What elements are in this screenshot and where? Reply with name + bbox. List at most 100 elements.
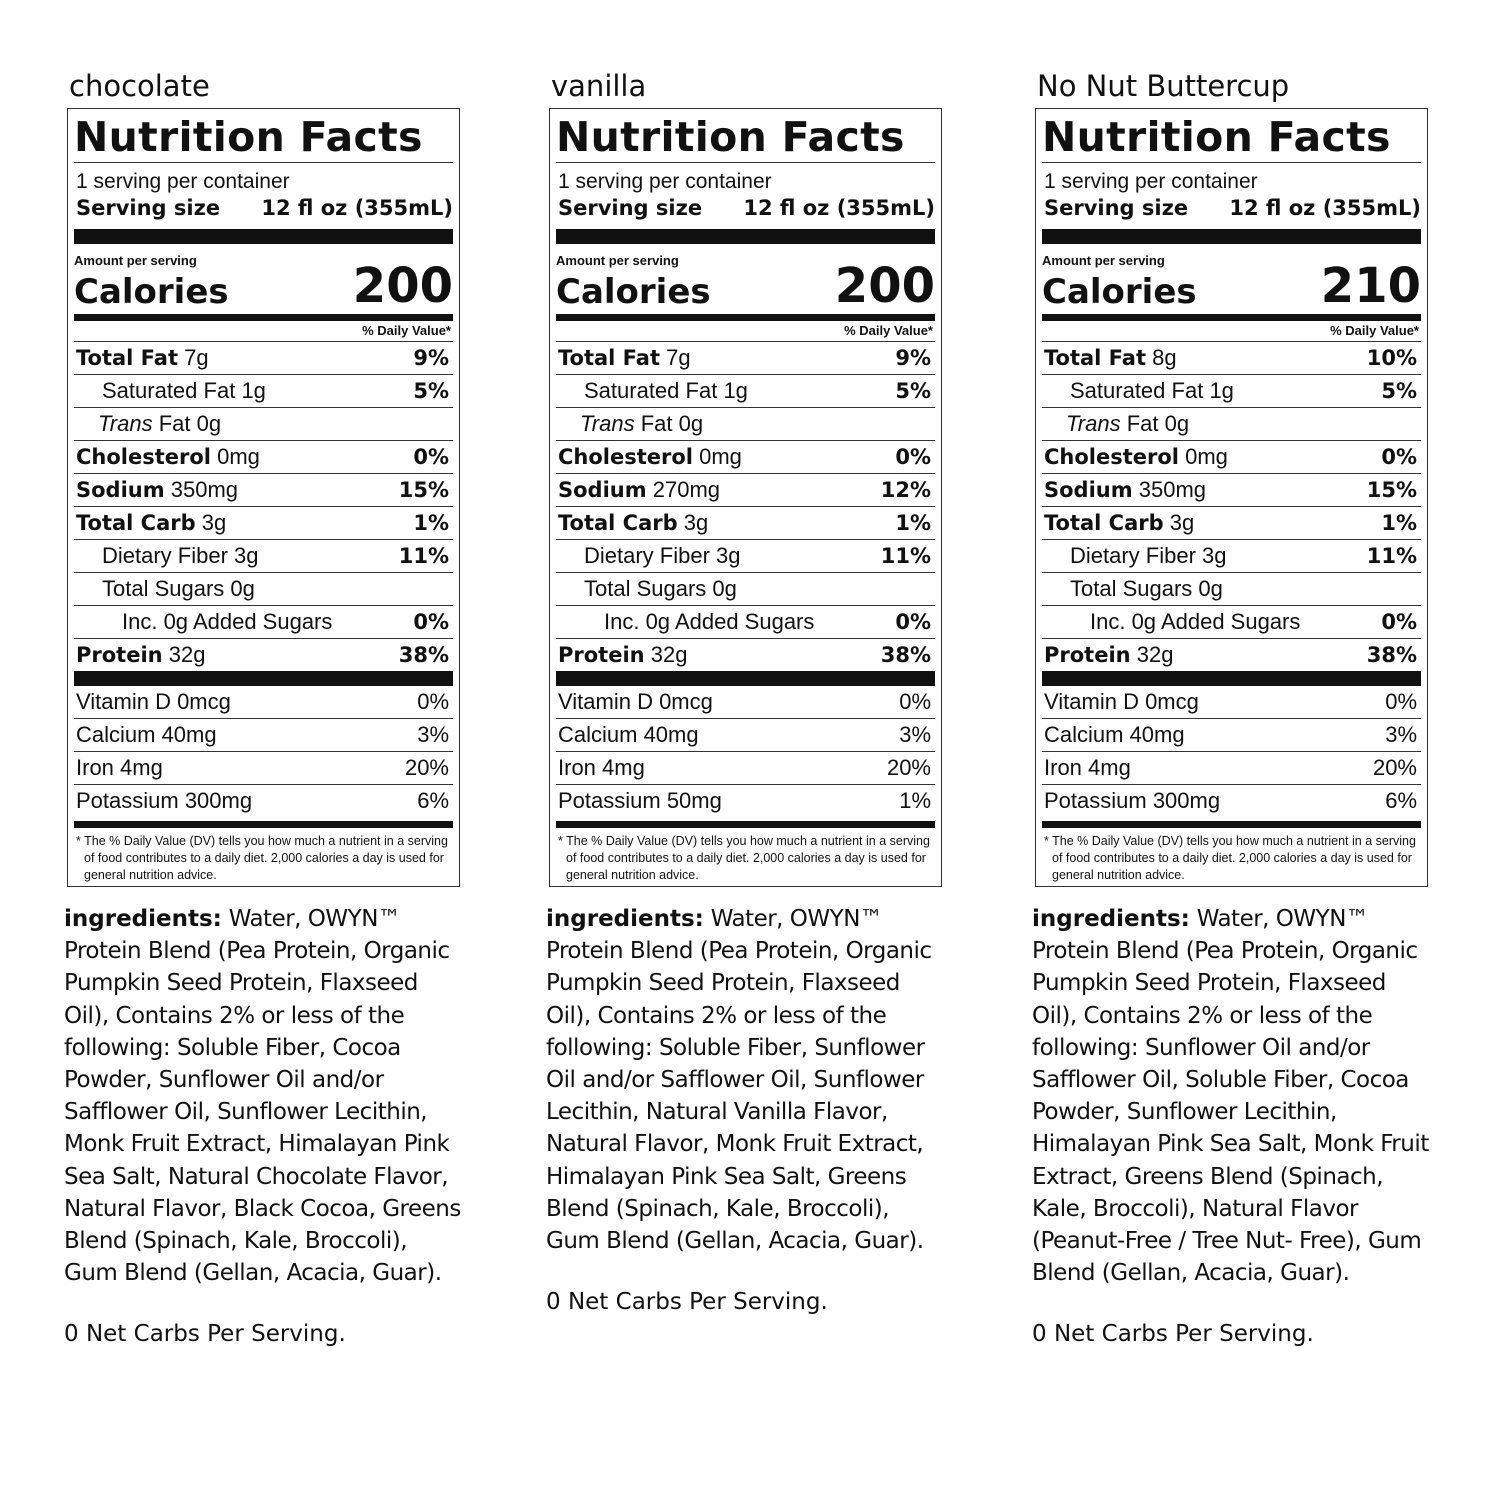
nutrient-amount: 3g — [1169, 510, 1195, 535]
nutrient-name: Fat — [640, 411, 673, 436]
nutrient-label: Sodium 350mg — [1044, 477, 1206, 503]
nutrient-name: Saturated Fat — [1070, 378, 1204, 403]
serving-size-label: Serving size — [1044, 196, 1189, 220]
nutrient-label: Total Sugars 0g — [76, 576, 255, 602]
nutrient-name: Dietary Fiber — [584, 543, 710, 568]
nutrient-row: Sodium 270mg 12% — [556, 473, 935, 506]
vitamin-row: Iron 4mg 20% — [74, 751, 453, 784]
nutrient-name: Total Carb — [1044, 511, 1164, 535]
vitamin-row: Iron 4mg 20% — [1042, 751, 1421, 784]
nutrient-label: Dietary Fiber 3g — [558, 543, 741, 569]
nutrient-name: Total Fat — [76, 346, 179, 370]
nutrient-row: Saturated Fat 1g 5% — [1042, 374, 1421, 407]
ingredients-text: Water, OWYN™ Protein Blend (Pea Protein,… — [64, 906, 461, 1287]
vitamin-row: Vitamin D 0mcg 0% — [74, 686, 453, 718]
nutrient-row: Total Fat 7g 9% — [556, 342, 935, 374]
nutrient-name: Total Fat — [1044, 346, 1147, 370]
ingredients-text: Water, OWYN™ Protein Blend (Pea Protein,… — [546, 906, 932, 1255]
vitamin-label: Calcium 40mg — [558, 722, 699, 747]
vitamin-row: Iron 4mg 20% — [556, 751, 935, 784]
vitamin-dv: 0% — [899, 689, 931, 714]
daily-value: 0% — [1381, 445, 1417, 469]
nutrient-row: Total Sugars 0g — [1042, 572, 1421, 605]
nutrient-name: Total Sugars — [102, 576, 225, 601]
vitamin-label: Iron 4mg — [558, 755, 645, 780]
nutrient-row: Cholesterol 0mg 0% — [74, 440, 453, 473]
thick-bar — [74, 671, 453, 686]
nutrient-row: Protein 32g 38% — [74, 638, 453, 671]
vitamin-rows: Vitamin D 0mcg 0% Calcium 40mg 3% Iron 4mg 20… — [74, 686, 453, 817]
serving-size-value: 12 fl oz (355mL) — [743, 196, 935, 220]
daily-value: 9% — [895, 346, 931, 370]
nutrient-amount: 3g — [234, 543, 259, 568]
calories: Calories 200 — [74, 262, 453, 310]
vitamin-dv: 20% — [1372, 755, 1417, 780]
nutrient-label: Dietary Fiber 3g — [1044, 543, 1227, 569]
nutrient-label: Cholesterol 0mg — [76, 444, 260, 470]
nutrition-panel: No Nut Buttercup Nutrition Facts 1 serving… — [1032, 66, 1435, 1347]
vitamin-row: Vitamin D 0mcg 0% — [1042, 686, 1421, 718]
nutrient-amount: 0g — [196, 411, 222, 436]
vitamin-row: Potassium 300mg 6% — [1042, 784, 1421, 817]
medium-bar — [74, 314, 453, 321]
nutrient-label: Total Sugars 0g — [558, 576, 737, 602]
nutrient-amount: 3g — [201, 510, 227, 535]
medium-bar — [556, 314, 935, 321]
vitamin-dv: 20% — [404, 755, 449, 780]
nutrient-row: Saturated Fat 1g 5% — [556, 374, 935, 407]
vitamin-dv: 20% — [886, 755, 931, 780]
daily-value: 0% — [413, 610, 449, 634]
thick-bar — [556, 671, 935, 686]
nutrient-label: Trans Fat 0g — [1044, 411, 1189, 437]
nutrient-label: Trans Fat 0g — [76, 411, 221, 437]
nutrient-name: Sodium — [1044, 478, 1133, 502]
nutrient-amount: 1g — [723, 378, 748, 403]
nutrient-amount: 1g — [241, 378, 266, 403]
nutrient-amount: 7g — [184, 345, 209, 370]
nutrient-label: Protein 32g — [1044, 642, 1173, 668]
nutrient-name: Total Carb — [76, 511, 196, 535]
ingredients-text: Water, OWYN™ Protein Blend (Pea Protein,… — [1032, 906, 1429, 1287]
nutrient-amount: 0g — [678, 411, 704, 436]
nutrient-name: Protein — [76, 643, 163, 667]
ingredients-label: ingredients: — [1032, 906, 1190, 932]
nutrient-rows: Total Fat 7g 9% Saturated Fat 1g 5% Trans Fa… — [74, 342, 453, 671]
nutrient-row: Inc. 0g Added Sugars 0% — [1042, 605, 1421, 638]
serving-size: Serving size 12 fl oz (355mL) — [556, 195, 935, 221]
nutrient-label: Inc. 0g Added Sugars — [558, 609, 814, 635]
calories-value: 200 — [834, 258, 935, 314]
nutrient-name: Cholesterol — [558, 445, 693, 469]
nutrient-amount: 32g — [650, 642, 688, 667]
daily-value: 5% — [1381, 379, 1417, 403]
daily-value: 15% — [398, 478, 449, 502]
vitamin-dv: 0% — [1385, 689, 1417, 714]
daily-value: 5% — [895, 379, 931, 403]
nutrient-row: Total Carb 3g 1% — [556, 506, 935, 539]
daily-value: 1% — [1381, 511, 1417, 535]
nutrient-label: Saturated Fat 1g — [76, 378, 266, 404]
nutrient-rows: Total Fat 8g 10% Saturated Fat 1g 5% Trans F… — [1042, 342, 1421, 671]
medium-bar — [74, 821, 453, 828]
nutrient-label: Cholesterol 0mg — [558, 444, 742, 470]
vitamin-row: Calcium 40mg 3% — [556, 718, 935, 751]
vitamin-dv: 3% — [1385, 722, 1417, 747]
nutrient-label: Saturated Fat 1g — [1044, 378, 1234, 404]
label-title: Nutrition Facts — [556, 112, 935, 163]
nutrient-amount: 0g — [712, 576, 737, 601]
daily-value: 0% — [895, 610, 931, 634]
serving-size: Serving size 12 fl oz (355mL) — [1042, 195, 1421, 221]
serving-size-value: 12 fl oz (355mL) — [1229, 196, 1421, 220]
vitamin-label: Iron 4mg — [1044, 755, 1131, 780]
nutrient-amount: 0g — [1198, 576, 1223, 601]
serving-size-value: 12 fl oz (355mL) — [261, 196, 453, 220]
daily-value: 9% — [413, 346, 449, 370]
net-carbs: 0 Net Carbs Per Serving. — [64, 1321, 346, 1348]
label-title: Nutrition Facts — [1042, 112, 1421, 163]
calories: Calories 210 — [1042, 262, 1421, 310]
daily-value: 0% — [895, 445, 931, 469]
nutrient-amount: 32g — [1136, 642, 1174, 667]
vitamin-label: Calcium 40mg — [76, 722, 217, 747]
nutrient-italic: Trans — [1066, 411, 1121, 436]
thick-bar — [1042, 229, 1421, 244]
